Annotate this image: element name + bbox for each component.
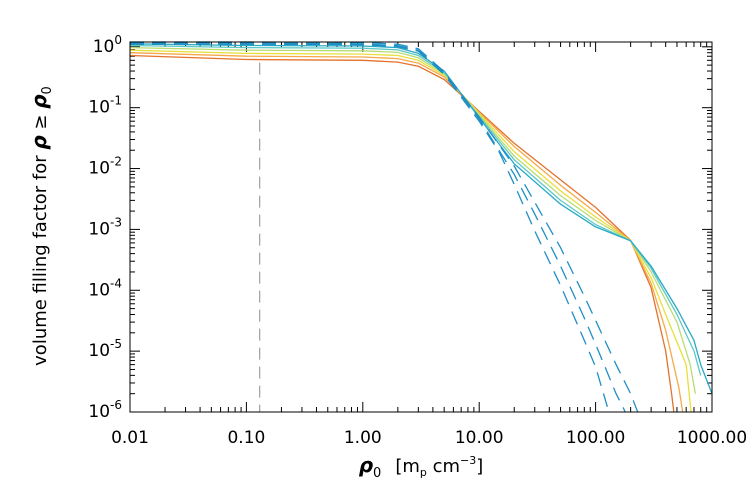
x-label-symbol: ρ <box>359 453 373 477</box>
series-layer <box>129 41 713 413</box>
series-line <box>129 52 684 413</box>
series-line <box>129 44 702 376</box>
y-label-relation: ≥ <box>30 109 51 136</box>
y-tick-labels: 100 10-1 10-2 10-3 10-4 10-5 10-6 <box>88 33 122 422</box>
series-line-dashed <box>130 42 626 413</box>
y-label-sym2-sub: 0 <box>40 86 55 94</box>
x-tick-label: 0.10 <box>227 428 265 448</box>
x-tick-label: 0.01 <box>111 428 149 448</box>
plot-frame <box>129 41 713 413</box>
x-tick-label: 10.00 <box>455 428 504 448</box>
major-ticks <box>129 42 713 413</box>
y-axis-label: volume filling factor for ρ ≥ ρ0 <box>27 86 55 366</box>
y-label-sym2: ρ <box>27 94 51 108</box>
x-tick-label: 1000.00 <box>677 428 747 448</box>
x-label-symbol-sub: 0 <box>373 466 381 481</box>
y-tick-label: 100 <box>93 33 122 57</box>
x-label-unit-sub: p <box>420 466 427 479</box>
y-tick-label: 10-2 <box>88 155 122 179</box>
x-label-unit-suffix: ] <box>476 456 483 477</box>
y-label-sym1: ρ <box>27 135 51 149</box>
x-tick-labels: 0.01 0.10 1.00 10.00 100.00 1000.00 <box>111 428 747 448</box>
x-label-unit-prefix: [m <box>395 456 420 477</box>
x-label-unit-sup: −3 <box>460 454 476 467</box>
y-tick-label: 10-5 <box>88 337 122 361</box>
series-line <box>129 54 675 413</box>
series-line-dashed <box>130 43 610 413</box>
y-tick-label: 10-1 <box>88 94 122 118</box>
x-tick-label: 100.00 <box>566 428 625 448</box>
y-tick-label: 10-6 <box>88 398 122 422</box>
series-line <box>129 49 692 413</box>
series-line-dashed <box>130 41 639 413</box>
series-line <box>129 43 713 394</box>
series-line <box>129 46 697 394</box>
y-tick-label: 10-3 <box>88 215 122 239</box>
x-label-unit-mid: cm <box>427 456 460 477</box>
y-label-text: volume filling factor for <box>30 150 51 366</box>
x-axis-label: ρ0 [mp cm−3] <box>359 453 484 481</box>
minor-ticks <box>130 42 712 412</box>
x-tick-label: 1.00 <box>344 428 382 448</box>
y-tick-label: 10-4 <box>88 276 122 300</box>
